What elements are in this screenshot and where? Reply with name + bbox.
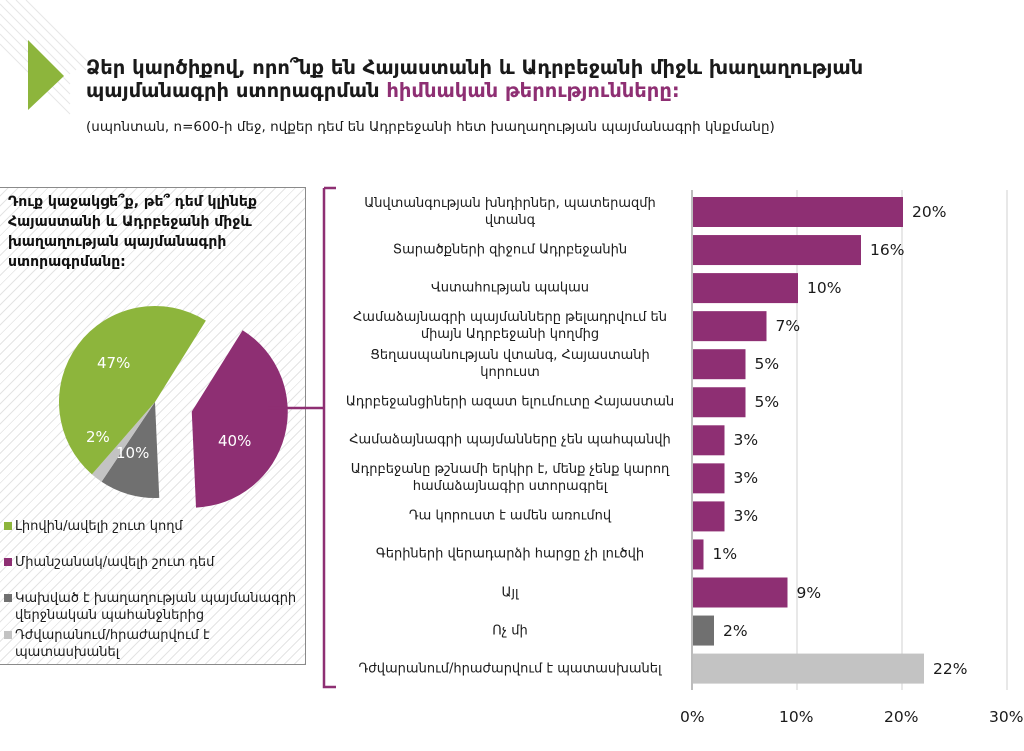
corner-decoration: [0, 0, 97, 115]
bar-category-label: Անվտանգության խնդիրներ, պատերազմի վտանգ: [364, 196, 656, 228]
x-tick-label: 10%: [779, 708, 814, 726]
bar-category-label: Գերիների վերադարձի հարցը չի լուծվի: [375, 546, 645, 562]
bar-value-label: 1%: [712, 545, 738, 564]
legend-label: Կախված է խաղաղության պայմանագրի վերջնակա…: [15, 591, 297, 623]
page-title: Ձեր կարծիքով, որո՞նք են Հայաստանի և Ադրբ…: [86, 56, 986, 102]
legend-swatch: [4, 631, 12, 639]
legend-swatch: [4, 594, 12, 602]
legend-label: Դժվարանում/հրաժարվում է պատասխանել: [15, 628, 210, 660]
bar: [693, 349, 746, 380]
legend-item: Միանշանակ/ավելի շուտ դեմ: [4, 554, 304, 571]
legend-swatch: [4, 558, 12, 566]
bar: [693, 653, 924, 684]
bar-category-label: Այլ: [501, 585, 519, 600]
bar: [693, 311, 767, 342]
bar-category-label: Ադրբեջանը թշնամի երկիր է, մենք չենք կարո…: [350, 462, 670, 495]
pie-slice: [101, 402, 160, 498]
bar-value-label: 3%: [733, 507, 759, 526]
x-tick-label: 20%: [884, 708, 919, 726]
bar-value-label: 7%: [775, 317, 801, 336]
bar-value-label: 5%: [754, 393, 780, 412]
bar-value-label: 22%: [933, 659, 968, 678]
bar: [693, 387, 746, 418]
x-tick-label: 0%: [680, 708, 705, 726]
bar-value-label: 9%: [796, 583, 822, 602]
bar: [693, 197, 903, 227]
bar-category-label: Դա կորուստ է ամեն առումով: [408, 508, 612, 524]
bar: [693, 425, 725, 456]
bar-category-label: Համաձայնագրի պայմանները չեն պահպանվի: [349, 432, 671, 448]
bar: [693, 273, 798, 304]
bar-category-label: Ոչ մի: [492, 623, 528, 639]
bar: [693, 539, 704, 570]
pie-slice-label: 10%: [116, 444, 150, 462]
bar: [693, 615, 714, 646]
pie-question: Դուք կաջակցե՞ք, թե՞ դեմ կլինեք Հայաստանի…: [8, 194, 257, 270]
legend-item: Կախված է խաղաղության պայմանագրի վերջնակա…: [4, 590, 304, 624]
bar-value-label: 5%: [754, 355, 780, 374]
pie-slice-label: 2%: [86, 428, 110, 446]
legend-label: Լիովին/ավելի շուտ կողմ: [15, 519, 183, 534]
title-line-2-highlight: հիմնական թերությունները:: [386, 79, 680, 102]
bracket-connector: [268, 186, 336, 689]
subtitle: (սպոնտան, n=600-ի մեջ, ովքեր դեմ են Ադրբ…: [86, 119, 775, 135]
bar-value-label: 10%: [807, 279, 842, 298]
legend-label: Միանշանակ/ավելի շուտ դեմ: [15, 555, 215, 570]
pie-slice: [58, 305, 206, 475]
bar-value-label: 2%: [723, 621, 748, 640]
bar-category-label: Դժվարանում/հրաժարվում է պատասխանել: [358, 661, 662, 677]
legend-item: Դժվարանում/հրաժարվում է պատասխանել: [4, 627, 304, 661]
pie-slice: [191, 330, 288, 508]
bar-category-label: Ցեղասպանության վտանգ, Հայաստանի կորուստ: [370, 348, 650, 381]
bar: [693, 235, 861, 266]
legend-item: Լիովին/ավելի շուտ կողմ: [4, 518, 304, 535]
pie-slice-label: 47%: [97, 354, 131, 372]
bar-value-label: 3%: [733, 469, 759, 488]
pie-chart: [58, 305, 288, 508]
bar: [693, 463, 725, 494]
bar-category-label: Վստահության պակաս: [430, 280, 590, 296]
pie-slice-label: 40%: [218, 432, 252, 450]
title-line-2: պայմանագրի ստորագրման հիմնական թերությու…: [86, 79, 986, 102]
bar-value-label: 3%: [733, 431, 759, 450]
arrow-icon: [28, 40, 64, 110]
bar-category-label: Ադրբեջանցիների ազատ ելումուտը Հայաստան: [345, 394, 675, 410]
legend-swatch: [4, 522, 12, 530]
bar: [693, 577, 788, 608]
x-tick-label: 30%: [989, 708, 1024, 726]
bar-value-label: 20%: [912, 203, 947, 221]
bar-category-label: Համաձայնագրի պայմանները թելադրվում են մի…: [353, 310, 667, 343]
bar: [693, 501, 725, 532]
bar-value-label: 16%: [870, 241, 905, 260]
title-line-1: Ձեր կարծիքով, որո՞նք են Հայաստանի և Ադրբ…: [86, 56, 864, 79]
bar-category-label: Տարածքների զիջում Ադրբեջանին: [392, 242, 628, 258]
pie-slice: [91, 402, 155, 482]
title-line-2-plain: պայմանագրի ստորագրման: [86, 79, 387, 102]
